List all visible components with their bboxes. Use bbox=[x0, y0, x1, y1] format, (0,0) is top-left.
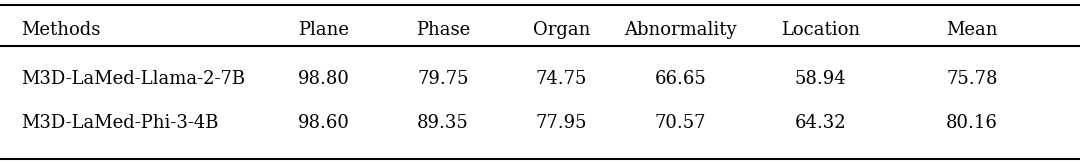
Text: 64.32: 64.32 bbox=[795, 114, 847, 132]
Text: 70.57: 70.57 bbox=[654, 114, 706, 132]
Text: 98.80: 98.80 bbox=[298, 70, 350, 88]
Text: 75.78: 75.78 bbox=[946, 70, 998, 88]
Text: M3D-LaMed-Llama-2-7B: M3D-LaMed-Llama-2-7B bbox=[22, 70, 246, 88]
Text: Phase: Phase bbox=[416, 20, 470, 39]
Text: 66.65: 66.65 bbox=[654, 70, 706, 88]
Text: Methods: Methods bbox=[22, 20, 100, 39]
Text: Abnormality: Abnormality bbox=[624, 20, 737, 39]
Text: 98.60: 98.60 bbox=[298, 114, 350, 132]
Text: 77.95: 77.95 bbox=[536, 114, 588, 132]
Text: Organ: Organ bbox=[532, 20, 591, 39]
Text: 58.94: 58.94 bbox=[795, 70, 847, 88]
Text: Location: Location bbox=[781, 20, 861, 39]
Text: 79.75: 79.75 bbox=[417, 70, 469, 88]
Text: 80.16: 80.16 bbox=[946, 114, 998, 132]
Text: Plane: Plane bbox=[298, 20, 350, 39]
Text: Mean: Mean bbox=[946, 20, 998, 39]
Text: 89.35: 89.35 bbox=[417, 114, 469, 132]
Text: M3D-LaMed-Phi-3-4B: M3D-LaMed-Phi-3-4B bbox=[22, 114, 219, 132]
Text: 74.75: 74.75 bbox=[536, 70, 588, 88]
